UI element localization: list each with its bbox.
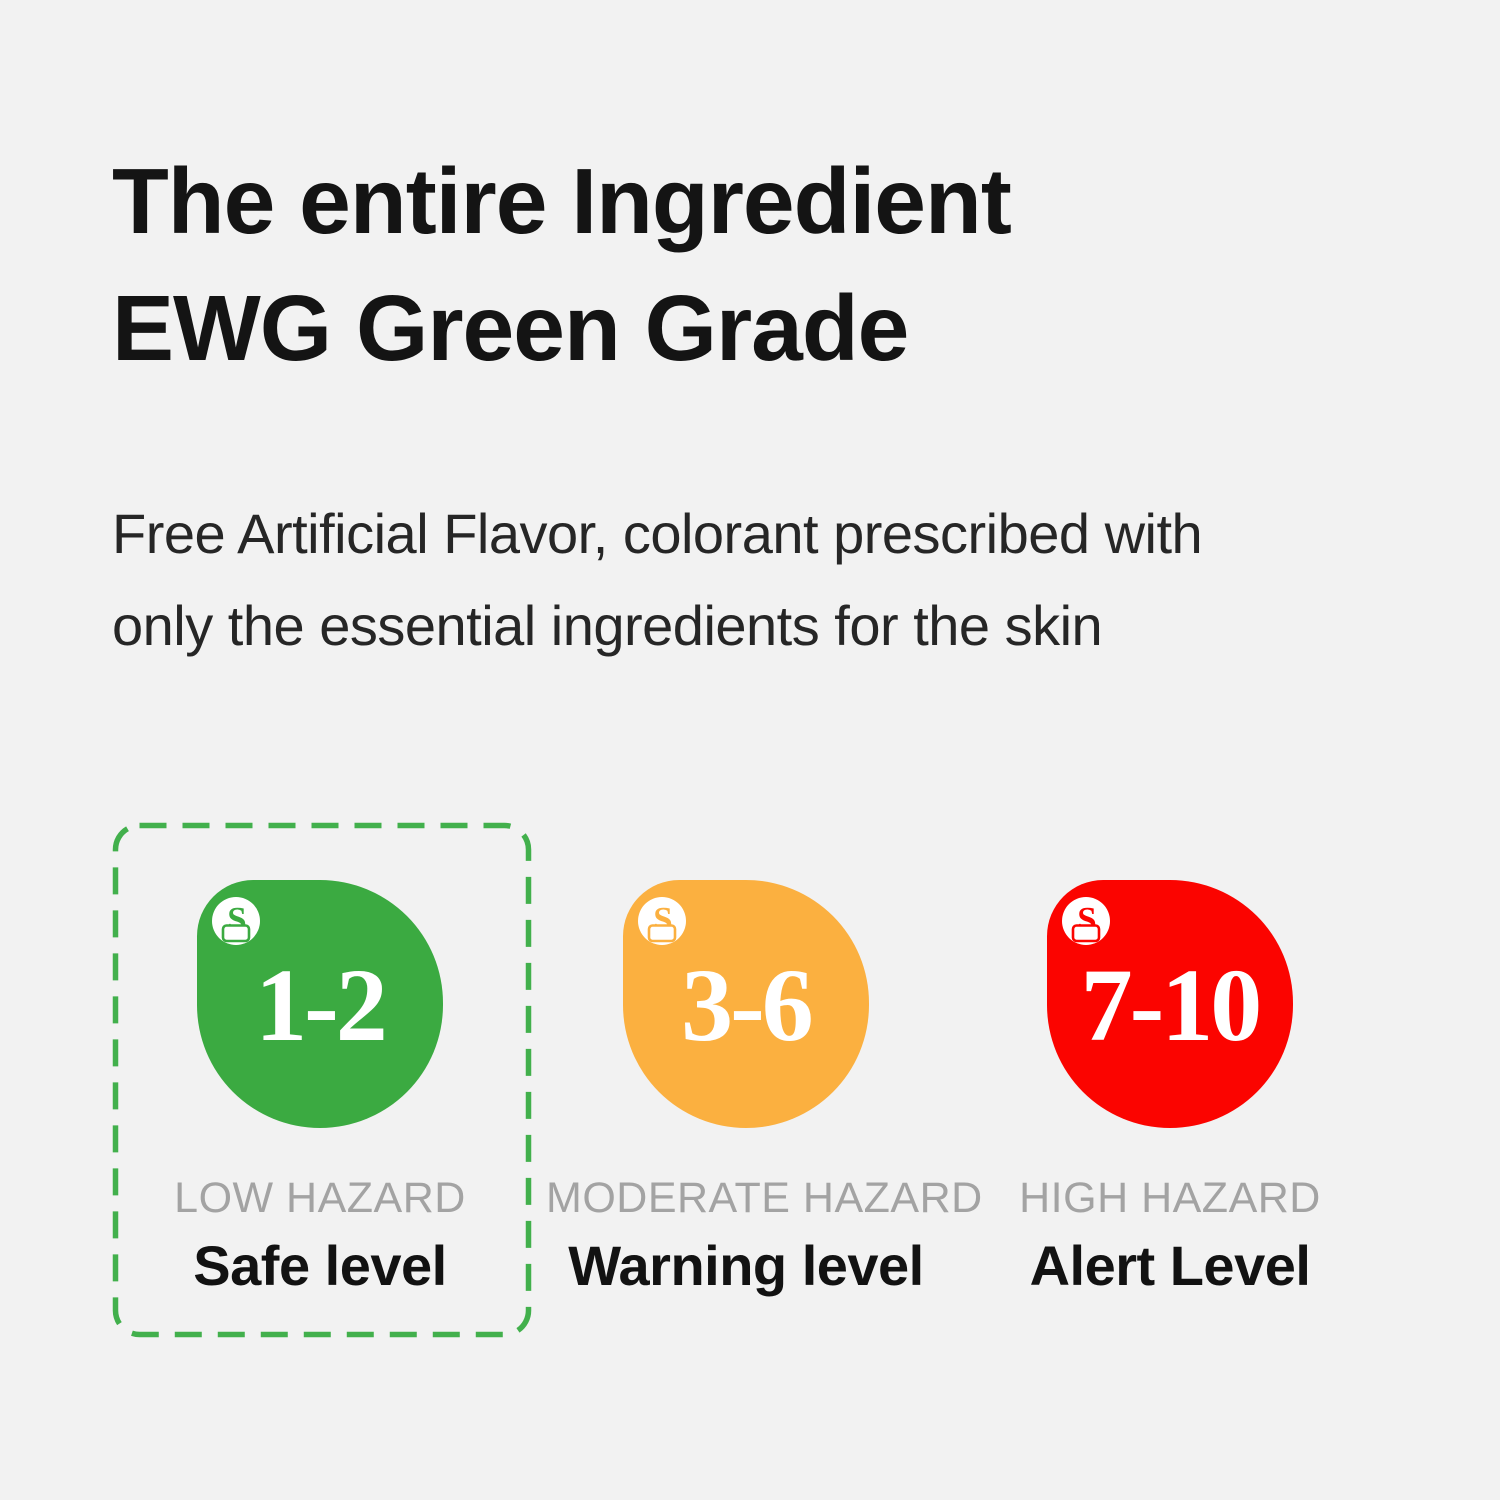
grade-badge-high-hazard: S 7-10 xyxy=(1047,880,1293,1128)
grade-badge-moderate-hazard: S 3-6 xyxy=(623,880,869,1128)
grade-range-value: 3-6 xyxy=(681,947,814,1063)
hazard-label: MODERATE HAZARD xyxy=(546,1174,983,1222)
grade-range-value: 1-2 xyxy=(255,947,388,1063)
hazard-label: LOW HAZARD xyxy=(174,1174,466,1222)
grade-card-moderate-hazard: S 3-6 MODERATE HAZARD Warning level xyxy=(546,880,983,1298)
s-stamp-icon: S xyxy=(638,897,686,945)
grade-card-high-hazard: S 7-10 HIGH HAZARD Alert Level xyxy=(970,880,1370,1298)
dashed-border-rect xyxy=(112,822,532,1338)
grade-card-low-hazard: S 1-2 LOW HAZARD Safe level xyxy=(120,880,520,1298)
s-stamp-icon: S xyxy=(1062,897,1110,945)
page-title-line1: The entire Ingredient xyxy=(112,149,1012,253)
grade-badge-low-hazard: S 1-2 xyxy=(197,880,443,1128)
page-title-line2: EWG Green Grade xyxy=(112,276,909,381)
page-subtitle-line2: only the essential ingredients for the s… xyxy=(112,593,1103,657)
level-label: Warning level xyxy=(568,1234,924,1297)
page-subtitle-line1: Free Artificial Flavor, colorant prescri… xyxy=(112,502,1203,565)
grade-range-value: 7-10 xyxy=(1080,947,1263,1063)
level-label: Safe level xyxy=(193,1234,447,1297)
page-title: The entire Ingredient EWG Green Grade xyxy=(112,138,1402,393)
safe-level-dashed-border xyxy=(112,822,532,1338)
level-label: Alert Level xyxy=(1029,1234,1311,1297)
s-stamp-icon: S xyxy=(212,897,260,945)
page-subtitle: Free Artificial Flavor, colorant prescri… xyxy=(112,488,1432,672)
hazard-label: HIGH HAZARD xyxy=(1019,1174,1321,1222)
